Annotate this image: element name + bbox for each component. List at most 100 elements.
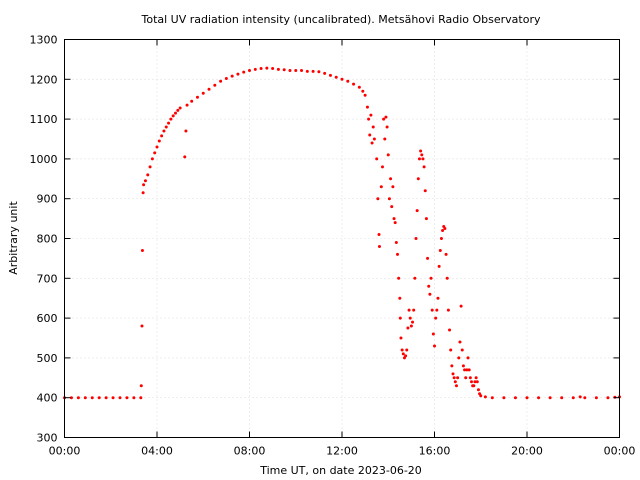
data-point [476, 388, 480, 392]
x-tick-label: 00:00 [49, 445, 81, 458]
data-point [398, 316, 402, 320]
plot-frame [64, 39, 620, 438]
data-point [169, 117, 173, 121]
data-point [139, 396, 143, 400]
data-point [383, 137, 387, 141]
data-point [479, 394, 483, 398]
data-point [411, 320, 415, 324]
data-point [155, 145, 159, 149]
data-point [379, 185, 383, 189]
data-point [431, 332, 435, 336]
data-point [390, 205, 394, 209]
data-point [328, 73, 332, 77]
data-point [414, 237, 418, 240]
data-point [400, 348, 404, 352]
data-point [453, 380, 457, 384]
data-point [423, 189, 427, 193]
data-point [104, 396, 108, 400]
data-point [334, 75, 338, 79]
data-point [311, 69, 315, 73]
data-point [259, 67, 263, 71]
data-point [433, 344, 436, 348]
data-point [513, 396, 517, 400]
data-point [490, 396, 494, 400]
data-point [578, 395, 582, 399]
data-point [90, 396, 94, 400]
data-point [583, 396, 587, 400]
data-point [305, 69, 309, 73]
data-point [111, 396, 115, 400]
chart-title: Total UV radiation intensity (uncalibrat… [141, 13, 541, 26]
data-point [323, 71, 327, 75]
data-point [461, 364, 465, 368]
data-point [376, 197, 380, 201]
data-points [63, 66, 621, 400]
y-tick-label: 400 [37, 392, 58, 405]
data-point [132, 396, 136, 400]
data-point [357, 85, 361, 89]
data-point [248, 69, 251, 73]
data-point [438, 248, 442, 252]
data-point [125, 396, 129, 400]
data-point [219, 79, 223, 83]
data-point [525, 396, 529, 400]
data-point [405, 348, 409, 352]
data-point [446, 308, 450, 312]
data-point [368, 133, 372, 137]
data-point [460, 348, 464, 352]
data-point [444, 252, 448, 256]
data-point [150, 157, 154, 161]
data-point [142, 183, 146, 187]
data-point [434, 316, 438, 320]
x-tick-label: 04:00 [141, 445, 173, 458]
data-point [451, 372, 455, 376]
data-point [146, 173, 150, 177]
data-point [548, 396, 552, 400]
data-point [271, 67, 275, 71]
data-point [458, 340, 462, 344]
data-point [606, 396, 610, 400]
data-point [571, 396, 575, 400]
data-point [377, 244, 381, 248]
data-point [157, 139, 161, 143]
data-point [375, 157, 379, 161]
data-point [230, 74, 234, 78]
data-point [396, 252, 399, 256]
data-point [406, 326, 410, 330]
data-point [76, 396, 80, 400]
data-point [436, 296, 440, 300]
y-tick-label: 900 [37, 193, 58, 206]
data-point [141, 191, 145, 195]
data-point [445, 276, 449, 280]
y-tick-label: 600 [37, 312, 58, 325]
data-point [242, 70, 246, 74]
data-point [594, 396, 598, 400]
data-point [352, 82, 356, 86]
data-point [468, 376, 472, 380]
data-point [420, 153, 424, 157]
data-point [171, 114, 175, 118]
x-tick-label: 20:00 [511, 445, 543, 458]
data-point [83, 396, 87, 400]
data-point [448, 328, 452, 332]
data-point [456, 376, 460, 380]
data-point [394, 240, 398, 244]
y-tick-label: 500 [37, 352, 58, 365]
data-point [409, 324, 413, 328]
data-point [140, 248, 144, 252]
data-point [463, 368, 467, 372]
data-point [386, 153, 390, 157]
x-tick-label: 00:00 [604, 445, 636, 458]
data-point [377, 233, 381, 237]
data-point [236, 72, 240, 76]
data-point [430, 308, 434, 312]
data-point [207, 87, 211, 91]
data-point [153, 151, 157, 155]
data-point [415, 209, 419, 213]
data-point [288, 69, 292, 73]
x-axis-label: Time UT, on date 2023-06-20 [259, 464, 422, 477]
data-point [384, 115, 388, 119]
data-point [473, 380, 477, 384]
data-point [426, 256, 430, 260]
